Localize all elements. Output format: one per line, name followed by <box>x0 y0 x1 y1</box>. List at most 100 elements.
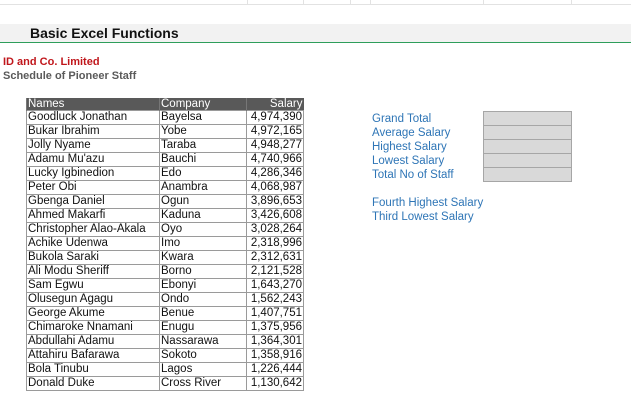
cell-name[interactable]: Ahmed Makarfi <box>26 208 160 223</box>
stat-value-cell[interactable] <box>483 111 572 126</box>
stat-label[interactable]: Highest Salary <box>372 141 447 153</box>
grid-line <box>350 0 351 4</box>
table-row: Attahiru Bafarawa Sokoto 1,358,916 <box>26 348 304 363</box>
cell-name[interactable]: Jolly Nyame <box>26 138 160 153</box>
cell-salary[interactable]: 1,130,642 <box>246 376 304 391</box>
cell-name[interactable]: Christopher Alao-Akala <box>26 222 160 237</box>
cell-company[interactable]: Bauchi <box>159 152 247 167</box>
cell-salary[interactable]: 1,375,956 <box>246 320 304 335</box>
cell-name[interactable]: Attahiru Bafarawa <box>26 348 160 363</box>
cell-company[interactable]: Nassarawa <box>159 334 247 349</box>
cell-company[interactable]: Cross River <box>159 376 247 391</box>
cell-salary[interactable]: 1,358,916 <box>246 348 304 363</box>
cell-company[interactable]: Kaduna <box>159 208 247 223</box>
cell-company[interactable]: Kwara <box>159 250 247 265</box>
cell-name[interactable]: Peter Obi <box>26 180 160 195</box>
cell-name[interactable]: George Akume <box>26 306 160 321</box>
cell-name[interactable]: Goodluck Jonathan <box>26 110 160 125</box>
stat-label[interactable]: Third Lowest Salary <box>372 211 474 223</box>
table-row: Donald Duke Cross River 1,130,642 <box>26 376 304 391</box>
table-row: Bola Tinubu Lagos 1,226,444 <box>26 362 304 377</box>
stat-value-cell[interactable] <box>483 153 572 168</box>
table-row: Sam Egwu Ebonyi 1,643,270 <box>26 278 304 293</box>
cell-company[interactable]: Ondo <box>159 292 247 307</box>
cell-salary[interactable]: 2,318,996 <box>246 236 304 251</box>
cell-salary[interactable]: 4,974,390 <box>246 110 304 125</box>
stat-label[interactable]: Total No of Staff <box>372 169 454 181</box>
cell-salary[interactable]: 4,740,966 <box>246 152 304 167</box>
cell-company[interactable]: Enugu <box>159 320 247 335</box>
cell-salary[interactable]: 1,562,243 <box>246 292 304 307</box>
page-title[interactable]: Basic Excel Functions <box>30 25 179 41</box>
cell-salary[interactable]: 1,407,751 <box>246 306 304 321</box>
cell-company[interactable]: Taraba <box>159 138 247 153</box>
cell-salary[interactable]: 4,286,346 <box>246 166 304 181</box>
table-row: Jolly Nyame Taraba 4,948,277 <box>26 138 304 153</box>
cell-name[interactable]: Donald Duke <box>26 376 160 391</box>
company-name[interactable]: ID and Co. Limited <box>3 56 100 68</box>
cell-company[interactable]: Borno <box>159 264 247 279</box>
table-row: Gbenga Daniel Ogun 3,896,653 <box>26 194 304 209</box>
cell-salary[interactable]: 2,312,631 <box>246 250 304 265</box>
stat-value-cell[interactable] <box>483 167 572 182</box>
stat-label[interactable]: Fourth Highest Salary <box>372 197 484 209</box>
cell-company[interactable]: Edo <box>159 166 247 181</box>
cell-salary[interactable]: 4,068,987 <box>246 180 304 195</box>
cell-salary[interactable]: 1,364,301 <box>246 334 304 349</box>
table-row: Goodluck Jonathan Bayelsa 4,974,390 <box>26 110 304 125</box>
cell-name[interactable]: Bukola Saraki <box>26 250 160 265</box>
cell-company[interactable]: Anambra <box>159 180 247 195</box>
grid-line <box>571 0 572 4</box>
stat-label[interactable]: Lowest Salary <box>372 155 445 167</box>
stat-label[interactable]: Grand Total <box>372 113 432 125</box>
cell-name[interactable]: Ali Modu Sheriff <box>26 264 160 279</box>
header-row: Names Company Salary <box>26 98 304 111</box>
cell-name[interactable]: Olusegun Agagu <box>26 292 160 307</box>
cell-company[interactable]: Ogun <box>159 194 247 209</box>
cell-name[interactable]: Sam Egwu <box>26 278 160 293</box>
cell-name[interactable]: Abdullahi Adamu <box>26 334 160 349</box>
table-row: Bukar Ibrahim Yobe 4,972,165 <box>26 124 304 139</box>
cell-salary[interactable]: 3,426,608 <box>246 208 304 223</box>
cell-company[interactable]: Ebonyi <box>159 278 247 293</box>
header-company[interactable]: Company <box>159 98 247 111</box>
title-bar <box>0 24 631 43</box>
cell-name[interactable]: Adamu Mu'azu <box>26 152 160 167</box>
table-row: Abdullahi Adamu Nassarawa 1,364,301 <box>26 334 304 349</box>
stat-value-cell[interactable] <box>483 139 572 154</box>
table-row: Christopher Alao-Akala Oyo 3,028,264 <box>26 222 304 237</box>
cell-name[interactable]: Achike Udenwa <box>26 236 160 251</box>
cell-company[interactable]: Bayelsa <box>159 110 247 125</box>
cell-salary[interactable]: 3,896,653 <box>246 194 304 209</box>
cell-name[interactable]: Chimaroke Nnamani <box>26 320 160 335</box>
cell-salary[interactable]: 3,028,264 <box>246 222 304 237</box>
column-grid-edge <box>0 0 631 5</box>
stat-value-cell[interactable] <box>483 125 572 140</box>
cell-company[interactable]: Sokoto <box>159 348 247 363</box>
cell-name[interactable]: Bukar Ibrahim <box>26 124 160 139</box>
cell-company[interactable]: Oyo <box>159 222 247 237</box>
cell-company[interactable]: Yobe <box>159 124 247 139</box>
grid-line <box>303 0 304 4</box>
cell-salary[interactable]: 2,121,528 <box>246 264 304 279</box>
table-row: Ali Modu Sheriff Borno 2,121,528 <box>26 264 304 279</box>
table-row: Bukola Saraki Kwara 2,312,631 <box>26 250 304 265</box>
cell-salary[interactable]: 4,972,165 <box>246 124 304 139</box>
table-row: Olusegun Agagu Ondo 1,562,243 <box>26 292 304 307</box>
cell-company[interactable]: Benue <box>159 306 247 321</box>
header-salary[interactable]: Salary <box>246 98 304 111</box>
staff-table: Names Company Salary Goodluck Jonathan Ba… <box>26 98 304 391</box>
cell-name[interactable]: Lucky Igbinedion <box>26 166 160 181</box>
cell-company[interactable]: Imo <box>159 236 247 251</box>
cell-name[interactable]: Gbenga Daniel <box>26 194 160 209</box>
cell-company[interactable]: Lagos <box>159 362 247 377</box>
cell-salary[interactable]: 1,226,444 <box>246 362 304 377</box>
cell-name[interactable]: Bola Tinubu <box>26 362 160 377</box>
schedule-subtitle[interactable]: Schedule of Pioneer Staff <box>3 70 137 82</box>
grid-line <box>370 0 371 4</box>
header-names[interactable]: Names <box>26 98 160 111</box>
table-row: George Akume Benue 1,407,751 <box>26 306 304 321</box>
stat-label[interactable]: Average Salary <box>372 127 451 139</box>
cell-salary[interactable]: 4,948,277 <box>246 138 304 153</box>
cell-salary[interactable]: 1,643,270 <box>246 278 304 293</box>
